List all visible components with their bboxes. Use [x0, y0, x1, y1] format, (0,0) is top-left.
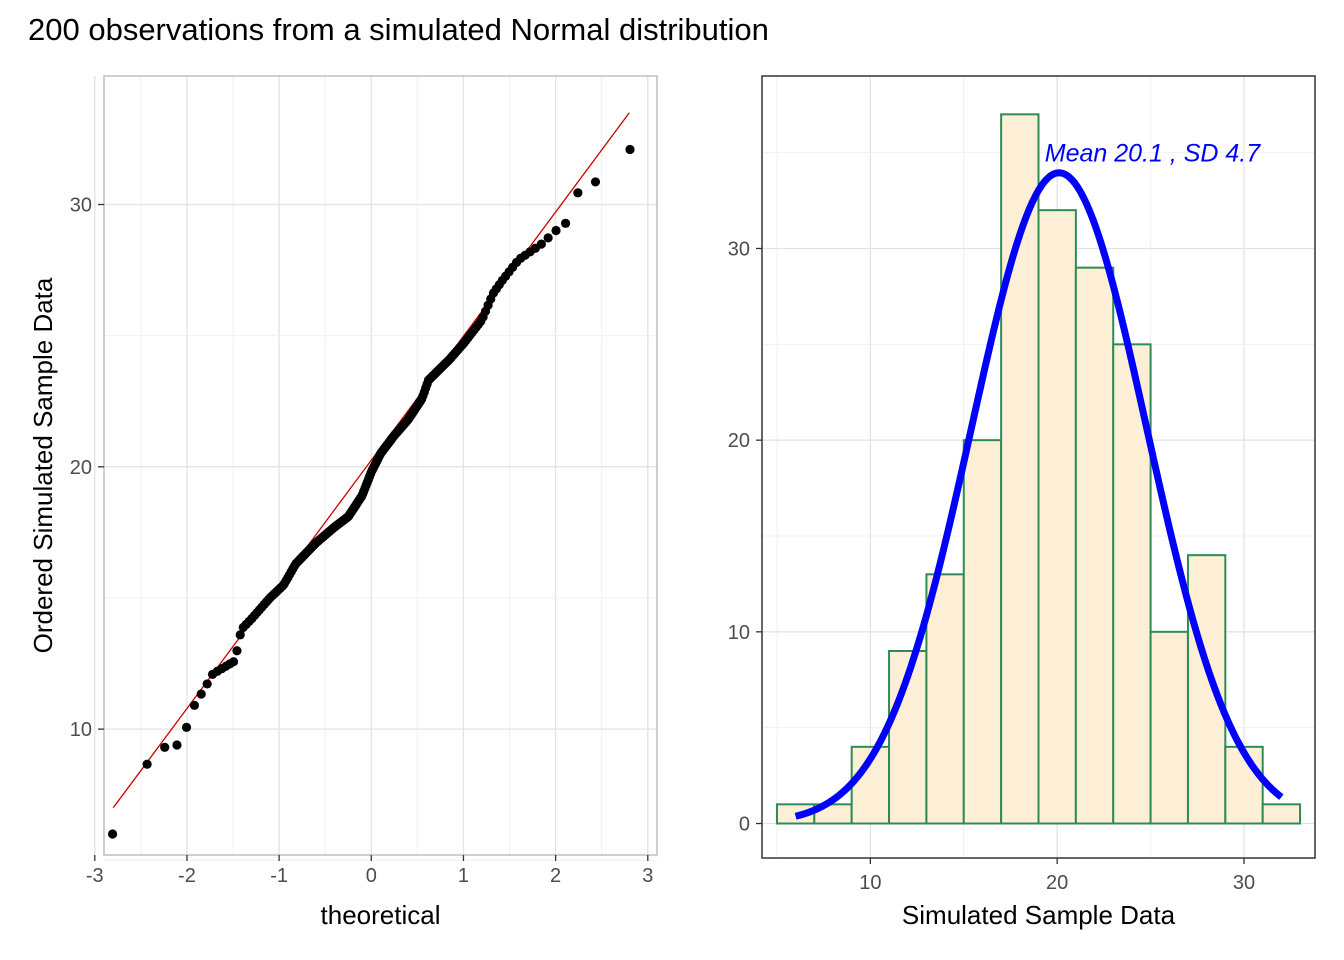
- histogram-y-tick-label: 20: [728, 430, 750, 452]
- qq-point: [590, 177, 601, 187]
- histogram-bar: [1149, 630, 1189, 825]
- histogram-x-tick-label: 10: [859, 872, 881, 894]
- qq-plot-background: [104, 76, 657, 855]
- histogram-bar: [1186, 554, 1227, 825]
- qq-y-axis: 10 20 30: [70, 195, 104, 741]
- qq-plot-panel: -3 -2 -1 0 1 2 3 10 20 30 theoretical Ordered Si…: [28, 75, 658, 930]
- mean-sd-annotation: Mean 20.1 , SD 4.7: [1045, 140, 1262, 168]
- qq-x-tick-label: 0: [366, 865, 377, 887]
- qq-point: [142, 759, 152, 769]
- histogram-x-tick-label: 30: [1233, 872, 1255, 894]
- qq-plot-border: [103, 75, 658, 856]
- qq-x-tick-label: -3: [86, 865, 104, 887]
- qq-y-tick-label: 20: [70, 457, 92, 479]
- qq-point: [573, 188, 583, 198]
- qq-x-tick-label: 2: [550, 865, 561, 887]
- density-curve-group: [794, 169, 1284, 820]
- histogram-y-tick-label: 10: [728, 622, 750, 644]
- qq-point: [551, 225, 561, 236]
- qq-plot-grid: [94, 76, 657, 861]
- histogram-bar: [962, 439, 1003, 825]
- histogram-x-axis-title: Simulated Sample Data: [902, 900, 1176, 930]
- qq-y-tick-label: 30: [70, 195, 92, 217]
- qq-x-tick-label: -1: [270, 865, 288, 887]
- qq-point: [561, 218, 571, 228]
- histogram-y-tick-label: 30: [728, 239, 750, 261]
- histogram-y-tick-label: 0: [739, 814, 750, 836]
- qq-point: [160, 742, 170, 752]
- figure-title: 200 observations from a simulated Normal…: [28, 12, 769, 47]
- histogram-bar: [925, 573, 965, 825]
- qq-point: [196, 689, 206, 699]
- histogram-x-axis: 10 20 30: [859, 858, 1255, 894]
- histogram-y-axis: 0 10 20 30: [728, 239, 762, 836]
- qq-y-tick-label: 10: [70, 719, 92, 741]
- qq-point: [202, 679, 212, 689]
- qq-x-axis-title: theoretical: [321, 900, 441, 930]
- qq-x-axis: -3 -2 -1 0 1 2 3: [86, 855, 653, 887]
- histogram-bar: [1037, 209, 1077, 825]
- qq-point: [228, 657, 239, 667]
- qq-point: [543, 233, 553, 243]
- qq-point: [625, 144, 635, 155]
- qq-point: [107, 829, 118, 839]
- histogram-bar: [1000, 113, 1040, 825]
- histogram-bars: [775, 113, 1302, 825]
- qq-point: [172, 740, 182, 750]
- histogram-bar: [1261, 803, 1302, 825]
- qq-x-tick-label: 3: [642, 865, 653, 887]
- histogram-border: [761, 75, 1316, 859]
- histogram-bar: [1074, 266, 1115, 825]
- histogram-panel: Mean 20.1 , SD 4.7 10 20 30 0 10 20 30 Simula…: [728, 75, 1316, 930]
- qq-x-tick-label: 1: [458, 865, 469, 887]
- qq-points: [107, 144, 635, 839]
- qq-y-axis-title: Ordered Simulated Sample Data: [28, 277, 58, 653]
- histogram-x-tick-label: 20: [1046, 872, 1068, 894]
- qq-point: [189, 700, 200, 710]
- density-curve: [794, 169, 1284, 820]
- qq-point: [181, 722, 192, 732]
- qq-x-tick-label: -2: [178, 865, 196, 887]
- qq-point: [235, 630, 245, 640]
- qq-point: [536, 239, 546, 249]
- qq-point: [232, 646, 242, 656]
